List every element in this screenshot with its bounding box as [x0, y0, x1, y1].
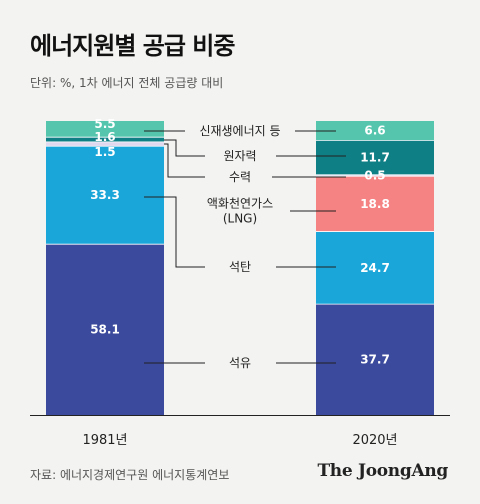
data-label: 6.6 — [364, 124, 385, 138]
bar-segment — [46, 137, 164, 142]
legend-label: 석유 — [229, 356, 251, 370]
data-label: 33.3 — [90, 188, 120, 202]
data-label: 58.1 — [90, 323, 120, 337]
legend-label: 원자력 — [223, 149, 256, 163]
source-note: 자료: 에너지경제연구원 에너지통계연보 — [30, 468, 230, 482]
bar-segment — [316, 121, 434, 141]
legend-label-text: 수력 — [229, 170, 251, 184]
bar-segment — [46, 141, 164, 147]
page-title: 에너지원별 공급 비중 — [30, 32, 235, 60]
legend-label: 신재생에너지 등 — [199, 124, 280, 138]
legend-label: 수력 — [229, 170, 251, 184]
brand-logo: The JoongAng — [317, 461, 448, 481]
legend-label-text: (LNG) — [223, 212, 257, 226]
connector-left — [144, 196, 205, 268]
connector-left — [164, 139, 205, 157]
data-label: 37.7 — [360, 353, 390, 367]
data-label: 1.6 — [94, 130, 115, 144]
data-label: 0.5 — [364, 169, 385, 183]
legend-label-text: 액화천연가스 — [207, 196, 273, 211]
legend-label-text: 신재생에너지 등 — [199, 124, 280, 138]
data-label: 1.5 — [94, 145, 115, 159]
bar-segment — [316, 174, 434, 177]
data-label: 5.5 — [94, 117, 115, 131]
data-label: 24.7 — [360, 261, 390, 275]
bar-segment — [316, 140, 434, 175]
category-label: 2020년 — [352, 433, 397, 448]
bar-segment — [46, 146, 164, 245]
bar-segment — [46, 121, 164, 138]
legend-label-text: 원자력 — [223, 149, 256, 163]
chart-subtitle: 단위: %, 1차 에너지 전체 공급량 대비 — [30, 76, 224, 90]
bar-segment — [316, 231, 434, 305]
bar-segment — [316, 176, 434, 232]
legend-label-text: 석탄 — [229, 260, 251, 274]
legend-label-text: 석유 — [229, 356, 251, 370]
bar-segment — [46, 244, 164, 415]
legend-label: 액화천연가스(LNG) — [207, 196, 273, 226]
data-label: 18.8 — [360, 197, 390, 211]
connector-left — [164, 143, 205, 178]
bar-segment — [316, 304, 434, 415]
category-label: 1981년 — [82, 433, 127, 448]
data-label: 11.7 — [360, 151, 390, 165]
legend-label: 석탄 — [229, 260, 251, 274]
